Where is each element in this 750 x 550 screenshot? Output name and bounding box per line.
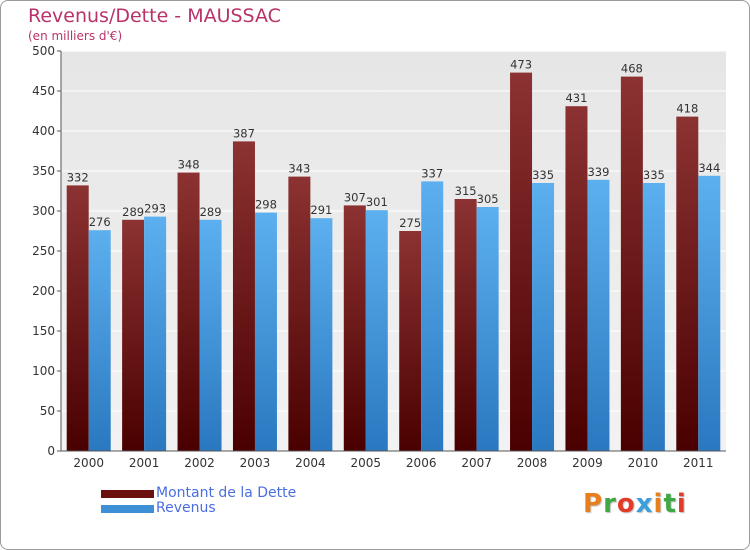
data-label-revenus: 301 [366, 195, 388, 209]
y-tick-label: 250 [32, 244, 55, 258]
y-tick-label: 100 [32, 364, 55, 378]
data-label-dette: 431 [565, 91, 587, 105]
data-label-dette: 315 [455, 184, 477, 198]
data-label-dette: 275 [399, 216, 421, 230]
bar-revenus [476, 207, 499, 451]
data-label-revenus: 276 [89, 215, 111, 229]
bar-dette [676, 116, 699, 451]
data-label-revenus: 305 [477, 192, 499, 206]
bar-revenus [365, 210, 388, 451]
data-label-dette: 343 [288, 162, 310, 176]
bar-dette [343, 205, 366, 451]
data-label-revenus: 339 [587, 165, 609, 179]
x-tick-label: 2009 [572, 456, 603, 470]
x-tick-label: 2000 [73, 456, 104, 470]
legend-label-revenus: Revenus [156, 500, 216, 516]
bar-revenus [421, 181, 444, 451]
bar-dette [66, 185, 89, 451]
legend-swatch-revenus [101, 505, 154, 513]
x-tick-label: 2008 [517, 456, 548, 470]
bar-revenus [532, 183, 555, 451]
data-label-revenus: 291 [310, 203, 332, 217]
data-label-dette: 473 [510, 58, 532, 72]
data-label-dette: 348 [178, 158, 200, 172]
y-tick-label: 450 [32, 84, 55, 98]
data-label-dette: 418 [676, 102, 698, 116]
y-tick-label: 0 [47, 444, 55, 458]
chart-subtitle: (en milliers d'€) [28, 29, 123, 43]
data-label-revenus: 337 [421, 166, 443, 180]
x-tick-label: 2010 [628, 456, 659, 470]
data-label-revenus: 289 [200, 205, 222, 219]
y-tick-label: 400 [32, 124, 55, 138]
data-label-dette: 307 [344, 190, 366, 204]
x-tick-label: 2004 [295, 456, 326, 470]
data-label-dette: 387 [233, 126, 255, 140]
y-tick-label: 300 [32, 204, 55, 218]
data-label-revenus: 335 [532, 168, 554, 182]
x-tick-label: 2007 [461, 456, 492, 470]
bar-dette [232, 141, 255, 451]
x-tick-label: 2006 [406, 456, 437, 470]
bar-dette [454, 199, 477, 451]
bar-dette [122, 219, 145, 451]
y-tick-label: 200 [32, 284, 55, 298]
data-label-revenus: 298 [255, 198, 277, 212]
y-tick-label: 50 [40, 404, 55, 418]
legend-label-debt: Montant de la Dette [156, 485, 297, 501]
bar-dette [510, 72, 533, 451]
bar-revenus [88, 230, 111, 451]
bar-revenus [199, 219, 222, 451]
x-tick-label: 2005 [351, 456, 382, 470]
x-tick-label: 2002 [184, 456, 215, 470]
x-tick-label: 2011 [683, 456, 714, 470]
data-label-revenus: 335 [643, 168, 665, 182]
bar-revenus [144, 216, 167, 451]
bar-dette [565, 106, 588, 451]
data-label-revenus: 344 [698, 161, 720, 175]
bar-dette [288, 176, 311, 451]
y-tick-label: 150 [32, 324, 55, 338]
legend-swatch-debt [101, 490, 154, 498]
bar-dette [620, 76, 643, 451]
y-tick-label: 500 [32, 44, 55, 58]
bar-dette [177, 172, 200, 451]
x-tick-label: 2001 [129, 456, 160, 470]
chart-title: Revenus/Dette - MAUSSAC [28, 5, 281, 27]
data-label-dette: 289 [122, 205, 144, 219]
x-tick-label: 2003 [240, 456, 271, 470]
data-label-dette: 332 [67, 170, 89, 184]
bar-dette [399, 231, 422, 451]
data-label-dette: 468 [621, 62, 643, 76]
bar-revenus [587, 179, 610, 452]
data-label-revenus: 293 [144, 202, 166, 216]
bar-revenus [310, 218, 333, 451]
bar-revenus [698, 175, 721, 452]
y-tick-label: 350 [32, 164, 55, 178]
proxiti-logo: Proxiti [583, 489, 687, 519]
bar-revenus [642, 183, 665, 451]
bar-revenus [254, 212, 277, 451]
